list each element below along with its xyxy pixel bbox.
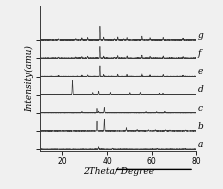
Text: g: g <box>197 31 203 40</box>
X-axis label: 2Theta/ Degree: 2Theta/ Degree <box>83 167 154 176</box>
Text: d: d <box>197 85 203 94</box>
Text: f: f <box>197 49 201 58</box>
Text: c: c <box>197 104 202 112</box>
Text: a: a <box>197 140 203 149</box>
Text: b: b <box>197 122 203 131</box>
Y-axis label: Intensity(amu): Intensity(amu) <box>25 45 35 112</box>
Text: e: e <box>197 67 203 76</box>
